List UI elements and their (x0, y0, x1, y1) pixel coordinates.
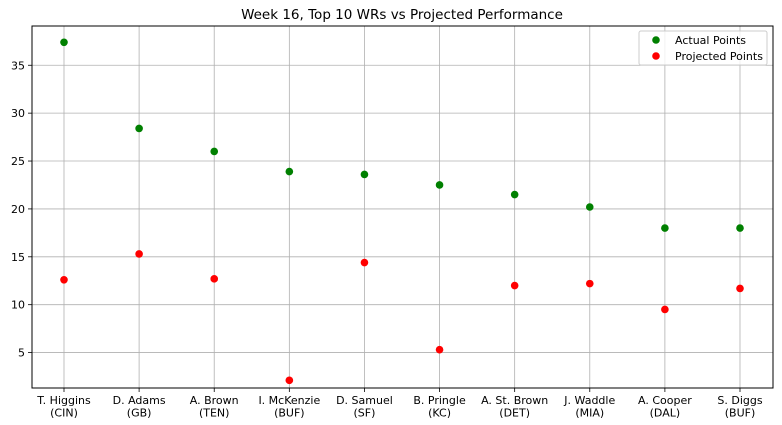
x-tick-label: D. Samuel (SF) (336, 394, 393, 420)
projected-point (736, 284, 744, 293)
actual-point (510, 190, 519, 199)
x-tick-label-line: D. Adams (113, 394, 166, 407)
legend-label-actual: Actual Points (675, 34, 746, 47)
x-tick-label-line: (MIA) (575, 407, 604, 420)
legend-marker-projected (652, 52, 660, 60)
x-tick-label-line: (DET) (499, 407, 530, 420)
projected-point (510, 281, 519, 290)
projected-point (585, 279, 594, 288)
legend-label-projected: Projected Points (675, 50, 763, 63)
x-tick-label-line: (TEN) (199, 407, 229, 420)
y-tick-label: 30 (11, 107, 25, 120)
actual-point (360, 170, 369, 179)
actual-point (135, 124, 143, 133)
x-tick-label-line: (CIN) (50, 407, 78, 420)
x-tick-label: J. Waddle (MIA) (563, 394, 615, 420)
x-tick-label: D. Adams (GB) (113, 394, 166, 420)
projected-point (360, 258, 369, 267)
x-tick-label-line: (BUF) (725, 407, 756, 420)
projected-point (285, 376, 294, 385)
y-tick-label: 20 (11, 203, 25, 216)
x-tick-label: S. Diggs (BUF) (717, 394, 762, 420)
x-tick-label-line: (KC) (428, 407, 451, 420)
x-tick-label-line: S. Diggs (717, 394, 762, 407)
x-tick-label-line: A. St. Brown (481, 394, 548, 407)
projected-point (661, 305, 669, 314)
actual-point (210, 147, 219, 156)
legend: Actual Points Projected Points (638, 30, 768, 66)
x-tick-label-line: (GB) (127, 407, 152, 420)
chart-title: Week 16, Top 10 WRs vs Projected Perform… (241, 7, 563, 23)
x-tick-label-line: (DAL) (650, 407, 681, 420)
axes: T. Higgins (CIN) D. Adams (GB) A. Brown (TEN)… (11, 59, 763, 419)
y-tick-label: 10 (11, 299, 25, 312)
actual-point (736, 224, 744, 232)
y-tick-label: 15 (11, 251, 25, 264)
y-tick-label: 35 (11, 59, 25, 72)
actual-point (285, 167, 294, 176)
x-tick-label: A. Brown (TEN) (190, 394, 239, 420)
x-tick-label: T. Higgins (CIN) (36, 394, 91, 420)
projected-point (435, 345, 444, 354)
x-tick-label-line: T. Higgins (36, 394, 91, 407)
x-tick-label: I. McKenzie (BUF) (258, 394, 320, 420)
x-tick-label-line: B. Pringle (413, 394, 466, 407)
y-tick-label: 25 (11, 155, 25, 168)
x-tick-label: A. St. Brown (DET) (481, 394, 548, 420)
legend-marker-actual (652, 36, 660, 44)
x-tick-label-line: J. Waddle (563, 394, 615, 407)
projected-point (135, 250, 143, 258)
x-tick-label-line: A. Cooper (638, 394, 692, 407)
actual-point (60, 38, 68, 47)
legend-box (638, 30, 768, 66)
x-tick-label-line: (SF) (353, 407, 375, 420)
x-tick-label: B. Pringle (KC) (413, 394, 466, 420)
y-tick-label: 5 (18, 347, 25, 360)
data-points (60, 38, 744, 385)
x-tick-label-line: I. McKenzie (258, 394, 320, 407)
grid (32, 26, 773, 388)
actual-point (585, 203, 594, 211)
actual-point (435, 181, 444, 189)
x-tick-label-line: (BUF) (274, 407, 305, 420)
x-tick-label-line: D. Samuel (336, 394, 393, 407)
projected-point (210, 275, 219, 283)
actual-point (661, 224, 669, 232)
x-tick-label-line: A. Brown (190, 394, 239, 407)
plot-area (31, 25, 774, 389)
projected-point (60, 275, 68, 284)
x-tick-label: A. Cooper (DAL) (638, 394, 692, 420)
